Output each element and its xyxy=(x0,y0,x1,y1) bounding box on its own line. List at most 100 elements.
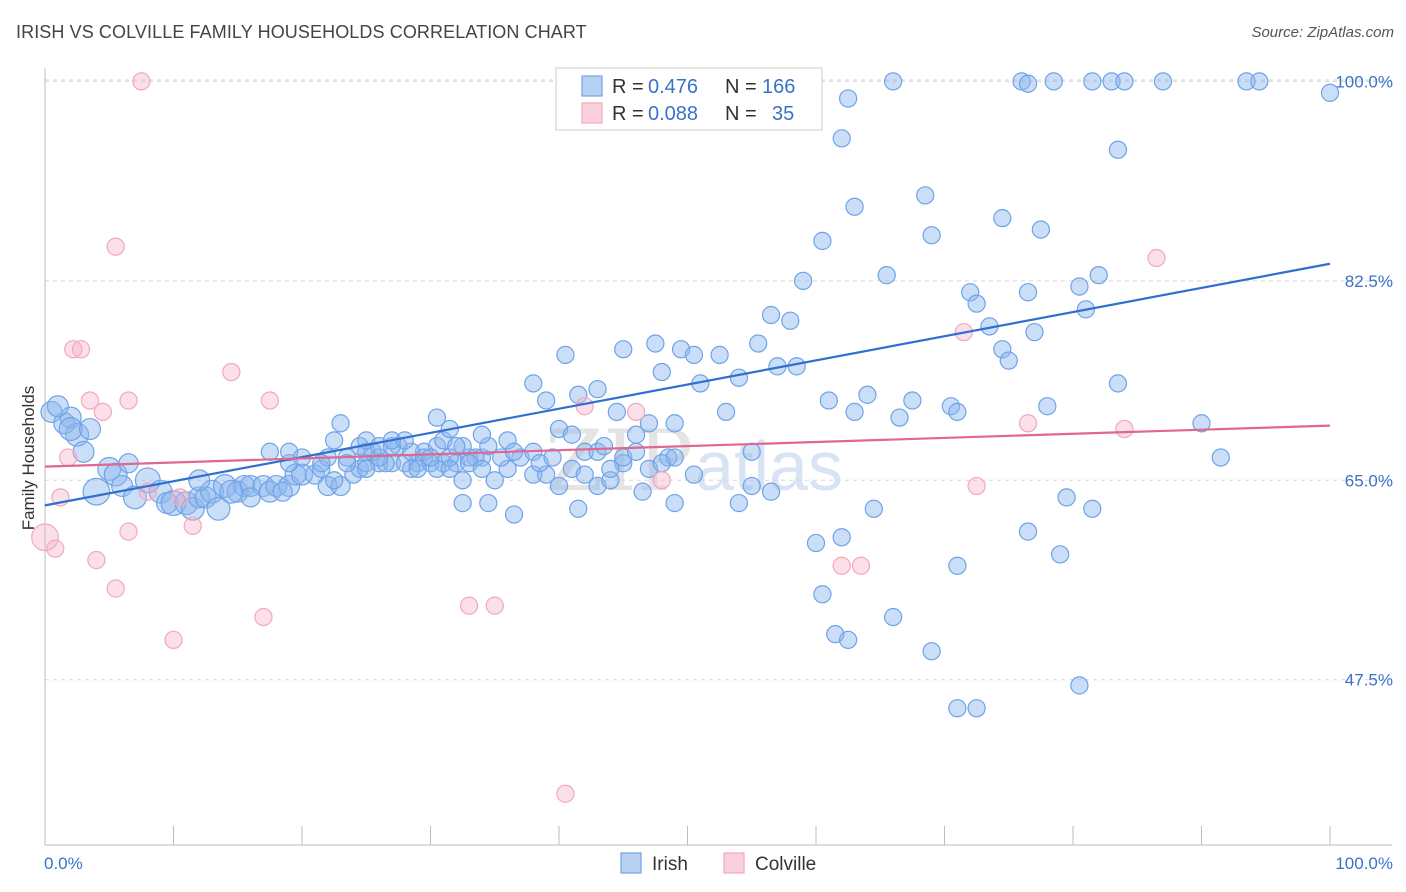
colville-point-32 xyxy=(1018,414,1038,433)
irish-point-135 xyxy=(716,402,736,422)
irish-point-130 xyxy=(652,362,671,382)
irish-point-176 xyxy=(1050,545,1070,564)
bottom-legend-label-irish: Irish xyxy=(652,854,688,875)
irish-point-200 xyxy=(1018,74,1038,93)
irish-point-137 xyxy=(742,442,761,461)
irish-point-160 xyxy=(993,340,1012,359)
irish-point-68 xyxy=(324,431,344,450)
irish-point-146 xyxy=(819,391,838,410)
bottom-legend-swatch-irish xyxy=(620,852,642,874)
irish-point-123 xyxy=(569,385,588,404)
legend-swatch-irish xyxy=(581,75,603,97)
axes xyxy=(44,68,1392,846)
legend-n-label-colville: N = xyxy=(725,103,757,125)
irish-point-102 xyxy=(472,425,492,444)
colville-point-25 xyxy=(626,402,646,422)
colville-point-11 xyxy=(119,391,138,410)
irish-point-143 xyxy=(787,357,806,376)
irish-point-45 xyxy=(46,395,69,418)
irish-point-82 xyxy=(395,431,414,450)
colville-point-7 xyxy=(87,550,106,570)
irish-point-178 xyxy=(729,493,749,513)
irish-point-153 xyxy=(916,186,935,205)
irish-point-180 xyxy=(761,482,781,501)
chart-source: Source: ZipAtlas.com xyxy=(1251,24,1394,41)
colville-point-4 xyxy=(64,340,83,359)
irish-point-9 xyxy=(122,485,147,510)
y-tick-labels: 47.5% 65.0% 82.5% 100.0% xyxy=(1335,72,1393,689)
y-tick-label-3: 100.0% xyxy=(1335,72,1393,91)
irish-point-46 xyxy=(58,417,83,442)
irish-point-118 xyxy=(665,414,684,433)
irish-point-166 xyxy=(1070,277,1089,296)
legend-r-label-colville: R = xyxy=(612,103,644,125)
irish-point-202 xyxy=(1083,72,1102,91)
colville-point-29 xyxy=(851,556,871,575)
colville-point-15 xyxy=(164,630,183,650)
irish-point-162 xyxy=(1018,283,1038,302)
irish-point-216 xyxy=(219,479,244,504)
irish-point-181 xyxy=(813,585,832,604)
irish-point-133 xyxy=(684,345,704,365)
irish-point-63 xyxy=(453,436,472,456)
irish-points xyxy=(40,72,1340,718)
colville-point-8 xyxy=(93,402,112,422)
colville-point-5 xyxy=(71,340,91,359)
irish-point-156 xyxy=(948,402,967,422)
irish-point-108 xyxy=(543,448,562,467)
irish-point-121 xyxy=(537,391,556,410)
irish-point-183 xyxy=(838,630,858,650)
irish-point-168 xyxy=(1089,265,1108,285)
irish-point-51 xyxy=(312,459,331,479)
trend-lines xyxy=(44,262,1331,507)
irish-point-5 xyxy=(82,477,111,506)
x-tick-labels: 0.0% 100.0% xyxy=(44,854,1393,873)
irish-point-194 xyxy=(504,505,524,524)
colville-point-23 xyxy=(556,784,575,803)
irish-point-144 xyxy=(794,271,813,290)
irish-point-119 xyxy=(684,465,704,484)
irish-point-177 xyxy=(806,533,826,553)
colville-point-33 xyxy=(1115,419,1134,439)
chart-title: IRISH VS COLVILLE FAMILY HOUSEHOLDS CORR… xyxy=(16,22,587,42)
irish-point-84 xyxy=(421,448,440,467)
irish-point-214 xyxy=(357,459,376,479)
irish-point-213 xyxy=(1018,522,1038,541)
x-tick-label-0: 0.0% xyxy=(44,854,83,873)
irish-point-164 xyxy=(1031,220,1051,239)
irish-point-158 xyxy=(967,294,986,313)
irish-point-169 xyxy=(1108,374,1128,393)
colville-point-13 xyxy=(132,72,151,91)
irish-point-208 xyxy=(1320,83,1340,102)
irish-point-173 xyxy=(832,528,851,547)
irish-point-136 xyxy=(729,368,749,387)
irish-point-188 xyxy=(1070,676,1089,695)
bottom-legend: Irish Colville xyxy=(620,852,816,875)
colville-point-22 xyxy=(485,596,504,615)
legend-n-value-colville: 35 xyxy=(772,103,794,125)
legend-n-label-irish: N = xyxy=(725,76,757,98)
irish-point-92 xyxy=(524,465,543,484)
irish-point-110 xyxy=(562,425,581,444)
irish-point-217 xyxy=(188,469,211,492)
bottom-legend-swatch-colville xyxy=(723,852,745,874)
irish-point-201 xyxy=(1044,72,1063,91)
irish-point-210 xyxy=(993,209,1012,228)
irish-point-205 xyxy=(1153,72,1173,91)
top-legend: R = 0.476 N = 166 R = 0.088 N = 35 xyxy=(555,67,823,131)
irish-point-198 xyxy=(883,72,903,91)
irish-point-187 xyxy=(967,699,986,718)
irish-point-69 xyxy=(337,454,357,473)
irish-point-196 xyxy=(453,493,472,513)
irish-point-175 xyxy=(948,556,967,575)
irish-point-140 xyxy=(761,305,781,325)
irish-point-126 xyxy=(614,340,633,359)
irish-point-151 xyxy=(890,408,909,427)
colville-point-24 xyxy=(575,397,594,416)
y-tick-label-2: 82.5% xyxy=(1345,272,1393,291)
irish-point-149 xyxy=(858,385,877,404)
colville-point-20 xyxy=(260,391,280,410)
legend-n-value-irish: 166 xyxy=(762,76,795,98)
irish-point-206 xyxy=(1237,72,1256,91)
